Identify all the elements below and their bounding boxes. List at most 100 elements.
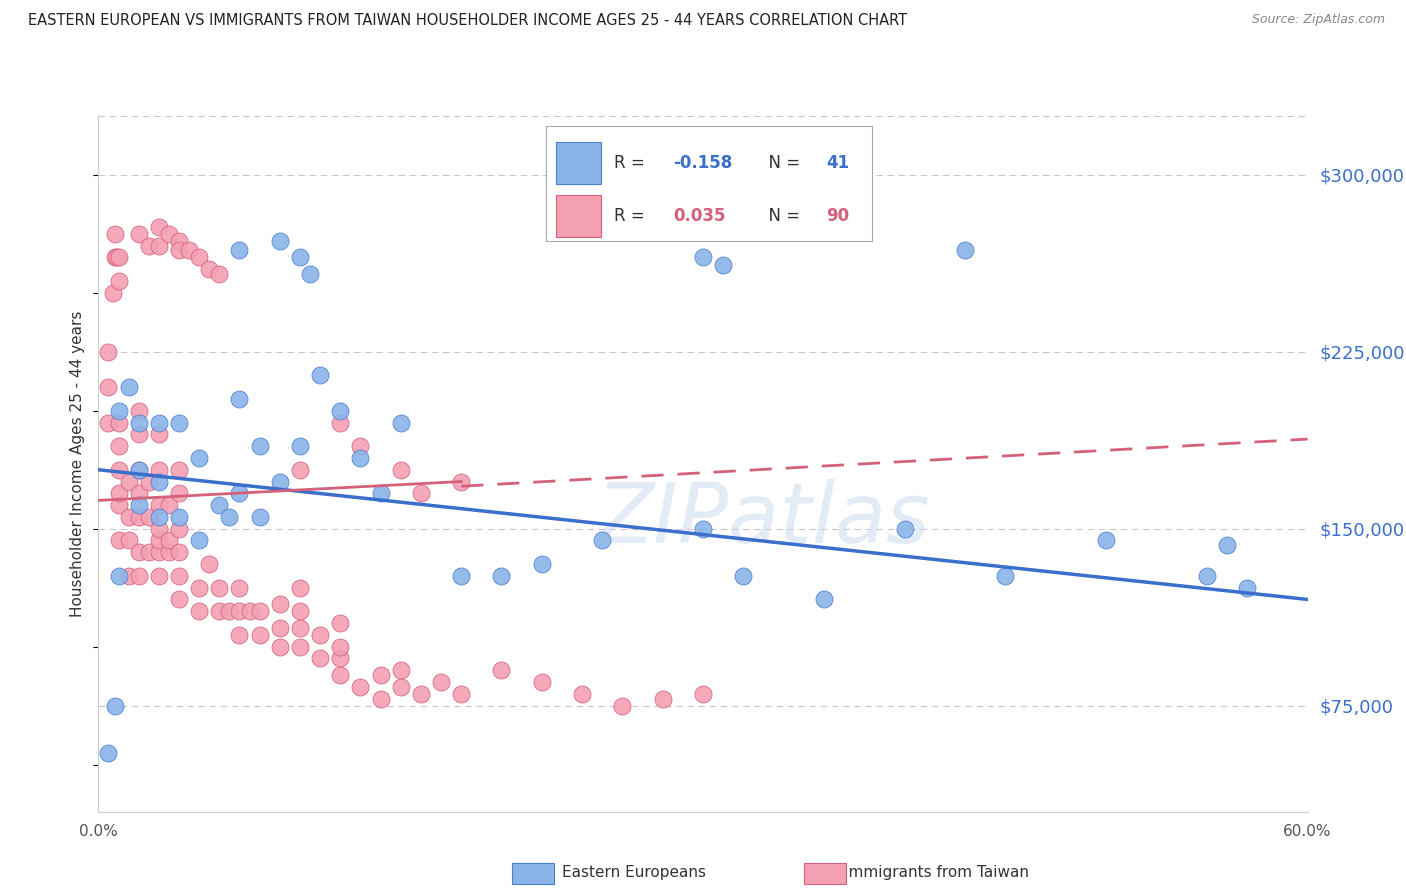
Point xyxy=(107,486,129,500)
Point xyxy=(269,234,291,248)
Point xyxy=(128,498,150,512)
Text: Eastern Europeans: Eastern Europeans xyxy=(562,865,706,880)
Point xyxy=(157,498,180,512)
Point xyxy=(118,509,141,524)
Point xyxy=(692,522,714,536)
Point xyxy=(288,621,311,635)
Point xyxy=(329,615,352,630)
Point xyxy=(157,545,180,559)
Point xyxy=(1236,581,1258,595)
Point xyxy=(309,628,332,642)
Point xyxy=(167,509,190,524)
Text: Immigrants from Taiwan: Immigrants from Taiwan xyxy=(844,865,1029,880)
Point xyxy=(370,486,392,500)
Point xyxy=(138,509,160,524)
Point xyxy=(107,439,129,453)
Point xyxy=(692,687,714,701)
Point xyxy=(167,416,190,430)
Point xyxy=(107,416,129,430)
Point xyxy=(329,668,352,682)
Point xyxy=(148,238,170,252)
Point xyxy=(138,238,160,252)
Point xyxy=(1095,533,1118,548)
Text: ZIPatlas: ZIPatlas xyxy=(596,479,931,560)
Point xyxy=(167,545,190,559)
Point xyxy=(571,687,593,701)
Point xyxy=(128,463,150,477)
Point xyxy=(249,604,271,618)
Point xyxy=(167,234,190,248)
Point xyxy=(128,227,150,241)
Point xyxy=(288,251,311,265)
Point xyxy=(288,463,311,477)
Point xyxy=(711,258,734,272)
Point xyxy=(188,251,211,265)
Point xyxy=(188,604,211,618)
Point xyxy=(188,450,211,465)
Point xyxy=(430,675,453,690)
Point xyxy=(409,687,432,701)
Point xyxy=(269,640,291,654)
Point xyxy=(228,581,250,595)
Point xyxy=(994,569,1017,583)
Point xyxy=(118,475,141,489)
Point xyxy=(167,244,190,258)
Point xyxy=(309,651,332,665)
Point xyxy=(893,522,915,536)
Point xyxy=(530,675,553,690)
Point xyxy=(218,509,240,524)
Point xyxy=(167,592,190,607)
Point xyxy=(208,267,231,281)
Point xyxy=(813,592,835,607)
Point xyxy=(239,604,262,618)
Point xyxy=(148,498,170,512)
Point xyxy=(349,450,371,465)
Point xyxy=(107,533,129,548)
Point xyxy=(107,251,129,265)
Point xyxy=(228,604,250,618)
Point xyxy=(329,404,352,418)
Point xyxy=(103,698,125,713)
Point xyxy=(309,368,332,383)
Point xyxy=(491,663,513,677)
Point xyxy=(269,475,291,489)
Point xyxy=(148,569,170,583)
Point xyxy=(148,463,170,477)
Point xyxy=(409,486,432,500)
Point xyxy=(530,557,553,571)
Point xyxy=(228,392,250,406)
Point xyxy=(148,475,170,489)
Point xyxy=(349,680,371,694)
Point xyxy=(188,581,211,595)
Point xyxy=(148,219,170,234)
Point xyxy=(228,244,250,258)
Point xyxy=(370,668,392,682)
Point xyxy=(118,380,141,394)
Point xyxy=(370,691,392,706)
Point xyxy=(208,604,231,618)
Text: EASTERN EUROPEAN VS IMMIGRANTS FROM TAIWAN HOUSEHOLDER INCOME AGES 25 - 44 YEARS: EASTERN EUROPEAN VS IMMIGRANTS FROM TAIW… xyxy=(28,13,907,29)
Point xyxy=(450,687,472,701)
Point xyxy=(208,581,231,595)
Point xyxy=(107,498,129,512)
Point xyxy=(148,545,170,559)
Point xyxy=(128,427,150,442)
Point xyxy=(288,581,311,595)
Point xyxy=(167,522,190,536)
Point xyxy=(269,597,291,611)
Point xyxy=(97,746,120,760)
Point xyxy=(208,498,231,512)
Point xyxy=(733,569,755,583)
Point xyxy=(188,533,211,548)
Point xyxy=(228,628,250,642)
Point xyxy=(288,439,311,453)
Point xyxy=(107,274,129,288)
Point xyxy=(167,463,190,477)
Point xyxy=(349,439,371,453)
Point xyxy=(249,628,271,642)
Point xyxy=(167,486,190,500)
Point xyxy=(329,416,352,430)
Point xyxy=(101,285,124,300)
Point xyxy=(103,251,125,265)
Point xyxy=(128,545,150,559)
